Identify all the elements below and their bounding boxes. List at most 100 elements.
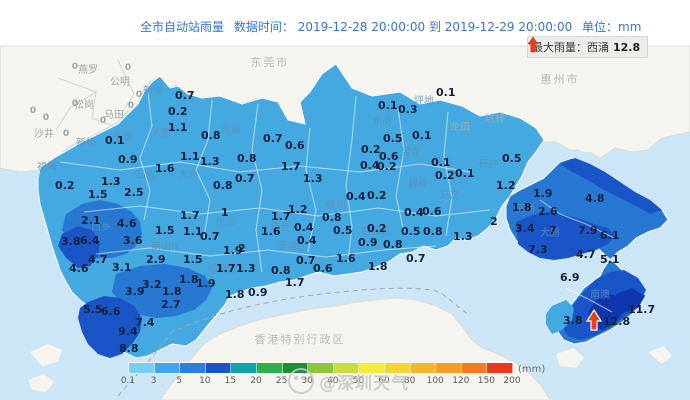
- station-value: 3.8: [563, 314, 583, 327]
- up-arrow-icon: [528, 37, 538, 53]
- station-value: 1.5: [183, 253, 203, 266]
- station-value: 2.6: [538, 205, 558, 218]
- station-value: 7: [549, 224, 557, 237]
- district-label: 新桥: [76, 136, 96, 149]
- district-label: 大浪: [178, 168, 198, 181]
- nanao-max-cell-east: [616, 288, 644, 312]
- station-value: 0.6: [313, 262, 333, 275]
- station-value: 1.7: [180, 209, 200, 222]
- legend-color-segment: [256, 363, 283, 373]
- watermark-text: @深圳天气: [319, 373, 409, 394]
- station-value: 1.9: [533, 187, 553, 200]
- shekou-heavy-patch: [78, 296, 142, 358]
- legend-color-segment: [384, 363, 411, 373]
- legend-color-segment: [308, 363, 334, 373]
- station-value: 0.9: [248, 286, 268, 299]
- station-value: 0.8: [271, 264, 291, 277]
- district-label: 凤凰: [150, 127, 170, 139]
- station-value: 0.8: [383, 238, 403, 251]
- legend-color-segment: [461, 363, 488, 373]
- district-label: 龙岗: [372, 115, 392, 128]
- legend-color-segment: [231, 363, 257, 373]
- legend-color-segment: [154, 363, 181, 373]
- xixiang-heavy-cell: [58, 226, 100, 268]
- district-label: 燕罗: [78, 64, 98, 76]
- station-value: 0.1: [412, 129, 432, 142]
- station-value: 11.7: [628, 303, 655, 316]
- station-value: 3.9: [125, 285, 145, 298]
- legend-colorbar: [128, 362, 514, 374]
- station-value: 0.1: [431, 156, 451, 169]
- station-value: 2: [238, 242, 246, 255]
- district-label: 碧岭: [408, 176, 428, 189]
- district-borders: [59, 91, 615, 313]
- station-value: 0.1: [436, 86, 456, 99]
- city-label: 惠州市: [541, 72, 580, 86]
- district-label: 龙田: [450, 120, 470, 133]
- station-value: 0.8: [213, 179, 233, 192]
- district-label: 坑梓: [485, 112, 505, 125]
- station-value: 0.5: [383, 132, 403, 145]
- station-value: 1.5: [155, 224, 175, 237]
- station-zero-value: 0: [128, 101, 134, 111]
- legend-tick: 10: [199, 376, 211, 386]
- station-value: 0.2: [361, 143, 381, 156]
- station-value: 3.1: [112, 261, 132, 274]
- district-label: 坪山: [433, 155, 453, 168]
- legend-color-segment: [359, 363, 385, 373]
- station-value: 0.1: [455, 167, 475, 180]
- station-zero-value: 0: [72, 99, 78, 109]
- district-label: 大鹏: [540, 226, 560, 239]
- legend-tick: 200: [503, 376, 521, 386]
- station-value: 1.6: [261, 225, 281, 238]
- station-value: 1.7: [271, 210, 291, 223]
- station-value: 2: [490, 215, 498, 228]
- station-value: 1.7: [216, 262, 236, 275]
- station-value: 7.9: [578, 224, 598, 237]
- district-label: 石岩: [136, 168, 156, 181]
- station-value: 1.1: [168, 121, 188, 134]
- station-value: 0.7: [175, 89, 195, 102]
- station-value: 1.1: [180, 150, 200, 163]
- legend-color-segment: [410, 363, 437, 373]
- station-zero-value: 0: [43, 113, 49, 123]
- district-label: 玉塘: [113, 130, 133, 143]
- station-value: 0.7: [200, 230, 220, 243]
- station-value: 1.8: [225, 288, 245, 301]
- legend-color-segment: [180, 363, 206, 373]
- station-value: 3.4: [515, 222, 535, 235]
- bay-islands: [578, 125, 649, 152]
- station-value: 3.2: [142, 278, 162, 291]
- legend-tick: 60: [378, 376, 390, 386]
- station-value: 0.4: [360, 159, 380, 172]
- legend-tick: 80: [403, 376, 416, 386]
- max-rainfall-marker-icon: [585, 308, 603, 331]
- station-value: 0.8: [201, 129, 221, 142]
- nanao-light-pocket: [546, 300, 574, 334]
- legend-tick: 15: [224, 376, 237, 386]
- station-value: 1.8: [162, 285, 182, 298]
- station-zero-value: 0: [100, 116, 106, 126]
- station-value: 4.6: [69, 262, 89, 275]
- station-value: 1.6: [155, 162, 175, 175]
- station-value: 0.4: [297, 234, 317, 247]
- station-value: 3.8: [61, 235, 81, 248]
- station-value: 0.3: [398, 103, 418, 116]
- station-value: 0.7: [296, 254, 316, 267]
- district-label: 石井: [478, 157, 498, 170]
- district-label: 沙井: [34, 127, 54, 140]
- district-label: 民治: [216, 215, 236, 228]
- district-label: 福田区: [207, 262, 237, 275]
- station-value: 1.7: [281, 160, 301, 173]
- station-value: 0.4: [404, 206, 424, 219]
- station-value: 6.1: [600, 229, 620, 242]
- station-value: 0.2: [377, 160, 397, 173]
- station-value: 9.4: [118, 325, 138, 338]
- station-value: 2.9: [146, 253, 166, 266]
- station-value: 0.9: [118, 153, 138, 166]
- station-value: 3.6: [123, 234, 143, 247]
- district-label: 盐田区: [361, 224, 391, 237]
- station-value: 0.6: [422, 205, 442, 218]
